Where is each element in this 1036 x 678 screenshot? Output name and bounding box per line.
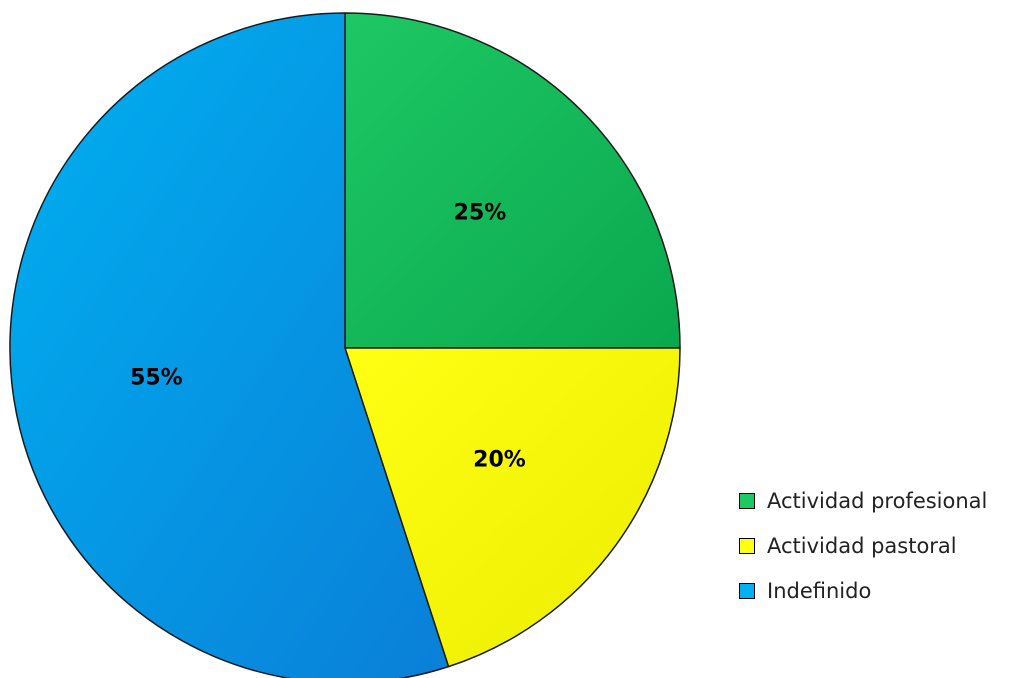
pie-slices — [9, 12, 681, 678]
legend-item-actividad-pastoral: Actividad pastoral — [739, 529, 1036, 562]
pie-slice-actividad-profesional — [344, 12, 681, 349]
legend: Actividad profesional Actividad pastoral… — [739, 484, 1036, 619]
legend-swatch — [739, 492, 755, 509]
pie-slice-actividad-pastoral — [344, 347, 681, 668]
pie-slice-label-indefinido: 55% — [130, 365, 183, 390]
legend-item-actividad-profesional: Actividad profesional — [739, 484, 1036, 517]
legend-label: Actividad profesional — [767, 488, 988, 513]
legend-swatch — [739, 582, 755, 599]
pie-slice-label-actividad-profesional: 25% — [454, 200, 507, 225]
legend-label: Indefinido — [767, 578, 872, 603]
pie-slice-label-actividad-pastoral: 20% — [473, 448, 526, 473]
legend-label: Actividad pastoral — [767, 533, 957, 558]
pie-slice-indefinido — [9, 12, 450, 678]
legend-swatch — [739, 537, 755, 554]
pie-slice-labels: 25% 20% 55% — [130, 200, 526, 472]
legend-item-indefinido: Indefinido — [739, 574, 1036, 607]
